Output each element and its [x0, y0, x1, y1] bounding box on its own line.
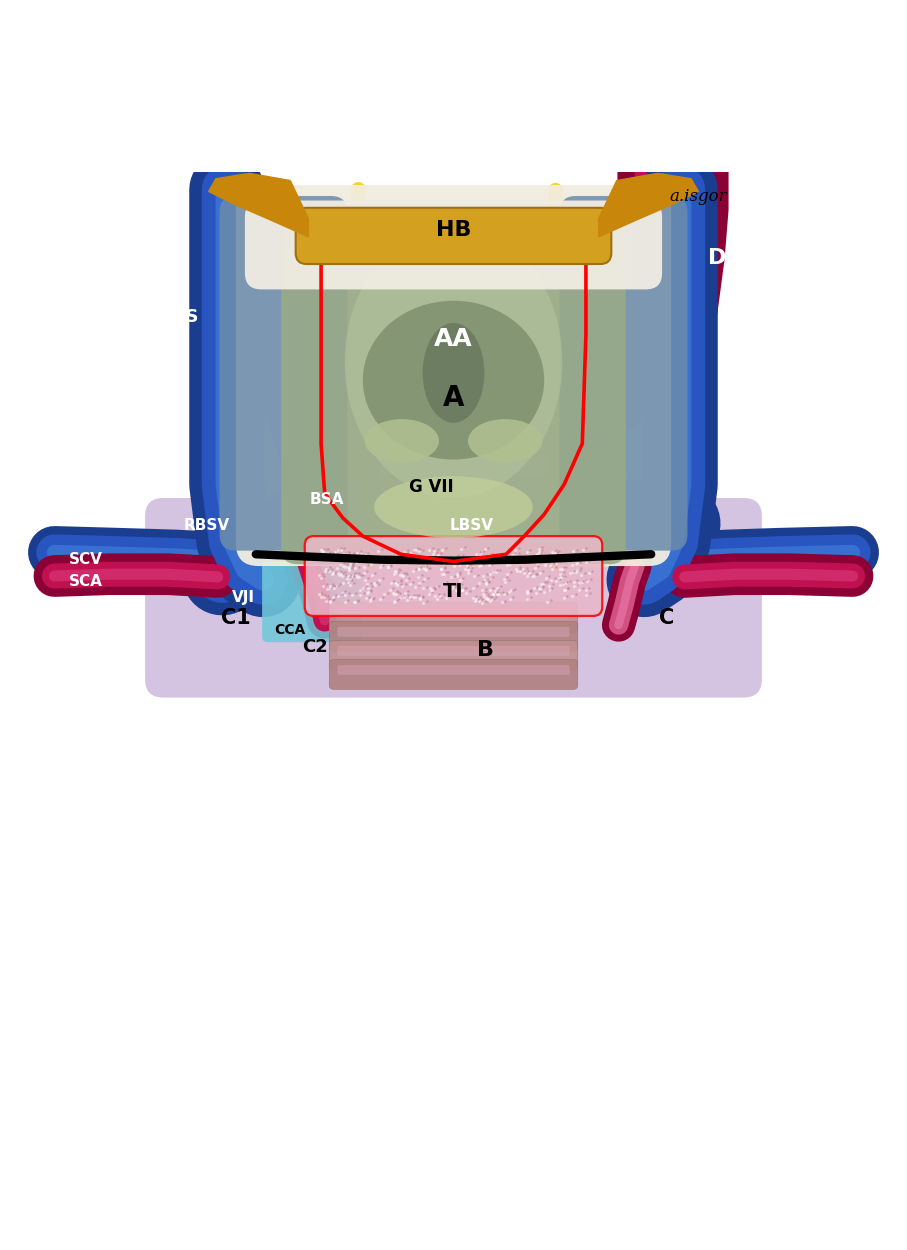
- FancyBboxPatch shape: [560, 196, 688, 551]
- Ellipse shape: [363, 301, 544, 460]
- Text: RBSV: RBSV: [184, 518, 229, 532]
- Text: HB: HB: [435, 220, 472, 240]
- Text: CCA: CCA: [275, 622, 306, 636]
- Ellipse shape: [423, 322, 484, 422]
- Polygon shape: [327, 408, 508, 432]
- Ellipse shape: [468, 419, 542, 462]
- Polygon shape: [268, 494, 649, 566]
- Text: C1: C1: [221, 608, 250, 628]
- FancyBboxPatch shape: [219, 196, 347, 551]
- FancyBboxPatch shape: [262, 561, 362, 642]
- Text: TI: TI: [444, 582, 463, 601]
- Text: VJI: VJI: [231, 590, 255, 605]
- Text: AA: AA: [434, 328, 473, 351]
- FancyBboxPatch shape: [296, 208, 611, 264]
- FancyBboxPatch shape: [329, 602, 578, 632]
- Text: B: B: [477, 640, 493, 660]
- Polygon shape: [254, 226, 671, 461]
- Text: DA: DA: [707, 248, 744, 268]
- Text: VCS: VCS: [160, 308, 200, 325]
- Text: A: A: [443, 384, 464, 412]
- FancyBboxPatch shape: [281, 205, 626, 564]
- Text: LBSV: LBSV: [450, 518, 493, 532]
- FancyBboxPatch shape: [305, 536, 602, 616]
- FancyBboxPatch shape: [329, 621, 578, 651]
- FancyBboxPatch shape: [337, 626, 570, 636]
- Polygon shape: [599, 174, 698, 236]
- FancyBboxPatch shape: [329, 660, 578, 690]
- Polygon shape: [272, 249, 635, 444]
- FancyBboxPatch shape: [245, 200, 662, 290]
- Ellipse shape: [365, 419, 439, 462]
- Ellipse shape: [374, 476, 532, 538]
- Text: SCV: SCV: [69, 552, 103, 568]
- FancyBboxPatch shape: [329, 640, 578, 670]
- Text: a.isgor: a.isgor: [669, 189, 727, 205]
- Text: BSA: BSA: [309, 492, 344, 508]
- FancyBboxPatch shape: [145, 498, 762, 698]
- Text: C: C: [659, 608, 674, 628]
- Text: C2: C2: [302, 638, 327, 656]
- Text: SCA: SCA: [69, 574, 103, 589]
- FancyBboxPatch shape: [337, 608, 570, 618]
- Text: G VII: G VII: [408, 479, 454, 496]
- Polygon shape: [209, 174, 308, 236]
- FancyBboxPatch shape: [337, 665, 570, 675]
- Ellipse shape: [345, 226, 562, 498]
- FancyBboxPatch shape: [236, 185, 671, 566]
- FancyBboxPatch shape: [337, 646, 570, 656]
